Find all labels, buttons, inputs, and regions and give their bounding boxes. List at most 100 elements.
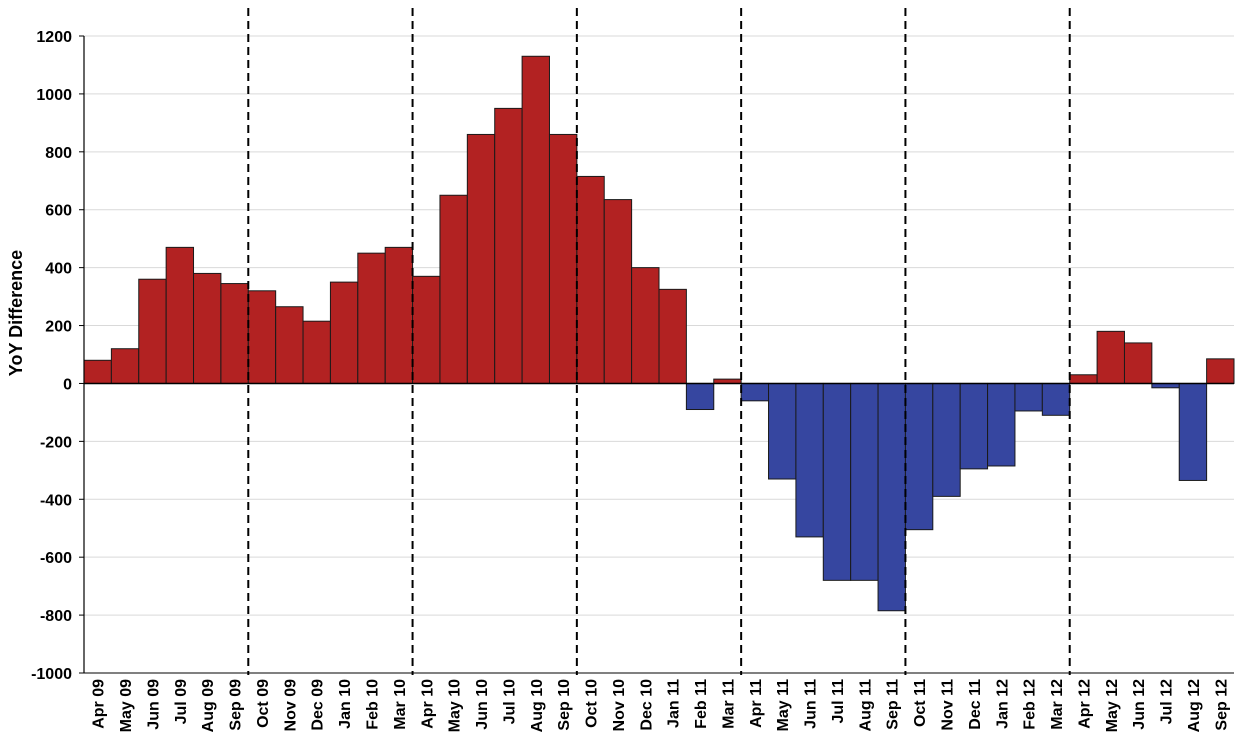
x-tick-label: Jun 11 [803,679,820,729]
x-tick-label: Jan 12 [994,679,1011,729]
x-tick-label: Apr 10 [419,679,436,729]
x-tick-label: Mar 10 [392,679,409,730]
x-tick-label: Dec 10 [638,679,655,731]
x-tick-labels: Apr 09 May 09 Jun 09 Jul 09 Aug 09 Sep 09 Oct … [91,679,1231,732]
x-tick-label: Sep 12 [1213,679,1230,731]
x-tick-label: Jun 12 [1131,679,1148,730]
x-tick-label: Jul 09 [173,679,190,724]
bars [83,55,1235,612]
bar-may-12 [1096,330,1125,384]
bar-jan-11 [658,288,687,384]
bar-mar-12 [1041,382,1071,416]
x-tick-label: Jan 11 [666,679,683,728]
y-tick-label: 1000 [36,87,72,104]
x-tick-label: Aug 11 [857,679,874,732]
x-tick-label: Apr 12 [1076,679,1093,729]
y-tick-label: 600 [45,203,72,220]
x-tick-label: Sep 11 [885,679,902,730]
y-tick-label: 1200 [36,29,72,46]
bar-feb-11 [685,382,715,411]
x-tick-label: Apr 09 [91,679,108,729]
x-tick-label: May 10 [447,679,464,732]
y-axis-title: YoY Difference [6,250,26,376]
x-tick-label: Jul 10 [501,679,518,724]
x-tick-label: Dec 11 [967,679,984,730]
bar-nov-10 [603,199,633,384]
bar-jul-11 [822,382,852,581]
x-tick-label: May 12 [1104,679,1121,732]
bar-sep-10 [548,133,578,384]
y-tick-label: -400 [40,492,72,509]
x-tick-label: Nov 11 [940,679,957,731]
bar-sep-09 [220,283,249,384]
y-tick-label: 800 [45,145,72,162]
x-tick-label: Jun 09 [145,679,162,730]
axes [79,35,1234,674]
x-tick-label: Nov 10 [611,679,628,732]
bar-may-11 [768,382,797,480]
x-tick-label: Jul 12 [1159,679,1176,724]
x-tick-label: Feb 10 [365,679,382,730]
bar-mar-10 [384,246,414,384]
bar-oct-09 [247,290,277,384]
bar-apr-09 [83,359,112,384]
x-tick-label: Dec 09 [310,679,327,731]
x-tick-label: Aug 12 [1186,679,1203,732]
y-tick-label: -200 [40,434,72,451]
period-dividers [247,8,1071,675]
y-tick-label: -1000 [31,666,72,683]
y-tick-label: 400 [45,261,72,278]
bar-dec-11 [959,382,989,470]
bar-aug-11 [850,382,879,581]
x-tick-label: Sep 10 [556,679,573,731]
bar-jul-10 [494,107,523,384]
bar-may-10 [439,194,468,384]
x-tick-label: Jan 10 [337,679,354,729]
bar-jun-12 [1123,342,1153,384]
x-tick-label: Jul 11 [830,679,847,724]
bar-jun-11 [795,382,824,538]
bar-sep-11 [877,382,906,612]
x-tick-label: Apr 11 [748,679,765,728]
x-tick-label: Feb 12 [1022,679,1039,730]
y-tick-labels: -1000 -800 -600 -400 -200 0 200 400 600 800 1000 12… [31,29,72,683]
bar-aug-10 [521,55,550,384]
y-tick-label: 200 [45,319,72,336]
bar-jan-12 [987,382,1016,467]
bar-aug-09 [193,272,222,384]
x-tick-label: Aug 10 [529,679,546,732]
bar-apr-10 [412,275,441,384]
x-tick-label: Feb 11 [693,679,710,729]
y-tick-label: -600 [40,550,72,567]
bar-oct-10 [576,175,605,384]
x-tick-label: Oct 10 [584,679,601,728]
x-tick-label: Jun 10 [474,679,491,730]
bar-jun-10 [466,133,496,384]
x-tick-label: Oct 09 [255,679,272,728]
x-tick-label: Sep 09 [228,679,245,731]
bar-feb-12 [1014,382,1043,412]
x-tick-label: May 11 [775,679,792,732]
bar-apr-11 [740,382,770,402]
x-tick-label: Nov 09 [282,679,299,732]
bar-nov-11 [932,382,961,497]
y-tick-label: -800 [40,608,72,625]
x-tick-label: Oct 11 [912,679,929,727]
bar-dec-09 [302,320,331,384]
x-tick-label: May 09 [118,679,135,732]
bar-oct-11 [904,382,934,531]
bar-jun-09 [138,278,167,384]
x-tick-label: Mar 11 [720,679,737,729]
bar-may-09 [110,348,140,384]
x-tick-label: Mar 12 [1049,679,1066,730]
bar-jan-10 [329,281,359,384]
x-tick-label: Aug 09 [200,679,217,732]
bar-aug-12 [1178,382,1208,481]
bar-nov-09 [275,306,304,384]
bar-feb-10 [357,252,386,384]
bar-apr-12 [1069,374,1098,384]
bar-jul-09 [165,246,195,384]
y-tick-label: 0 [63,376,72,393]
